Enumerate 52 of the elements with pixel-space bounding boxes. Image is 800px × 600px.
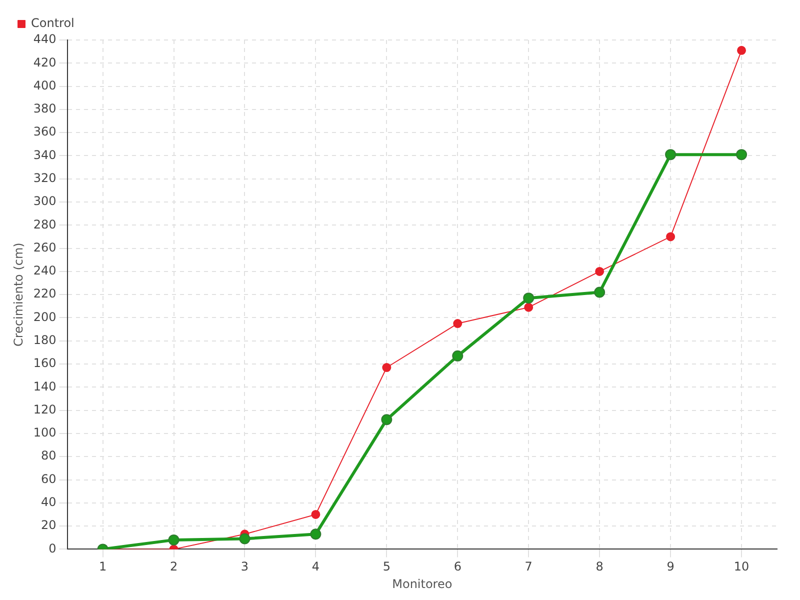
y-tick-label: 160 (33, 356, 56, 370)
point (736, 149, 748, 160)
y-tick-label: 0 (48, 541, 56, 556)
point (311, 510, 320, 519)
point (737, 46, 746, 55)
point (310, 528, 322, 540)
point (381, 414, 392, 426)
x-tick-label: 1 (98, 560, 107, 574)
y-tick-label: 120 (33, 402, 56, 416)
x-tick-label: 7 (524, 560, 532, 574)
y-tick-label: 280 (33, 217, 56, 232)
y-tick-label: 340 (33, 148, 56, 162)
y-tick-label: 360 (33, 124, 56, 139)
point (665, 149, 676, 160)
point (382, 363, 392, 372)
y-tick-label: 200 (33, 310, 56, 324)
y-tick-label: 180 (33, 333, 56, 348)
y-tick-label: 440 (33, 32, 56, 46)
point (453, 319, 462, 328)
y-tick-label: 220 (33, 286, 56, 301)
x-tick-label: 4 (312, 560, 320, 574)
y-tick-label: 380 (33, 102, 56, 116)
x-tick-label: 6 (454, 560, 462, 574)
y-tick-label: 60 (41, 472, 56, 486)
point (666, 232, 676, 242)
point (168, 534, 180, 546)
point (452, 350, 464, 362)
y-tick-label: 300 (33, 194, 56, 208)
y-tick-label: 420 (33, 55, 56, 70)
y-tick-label: 140 (33, 379, 56, 394)
x-tick-label: 8 (596, 560, 604, 574)
point (595, 266, 604, 276)
x-tick-label: 2 (170, 560, 178, 574)
y-tick-label: 40 (41, 495, 56, 510)
point (239, 533, 250, 544)
y-tick-label: 400 (33, 78, 56, 92)
x-tick-label: 3 (240, 560, 249, 574)
y-tick-label: 20 (41, 518, 56, 532)
point (524, 302, 534, 312)
y-tick-label: 320 (33, 171, 56, 185)
point (594, 286, 606, 298)
y-tick-label: 260 (33, 240, 56, 254)
point (523, 292, 534, 304)
x-tick-label: 10 (734, 560, 750, 574)
y-tick-label: 80 (41, 448, 56, 463)
x-tick-label: 9 (666, 560, 674, 574)
y-tick-label: 100 (33, 426, 56, 440)
y-axis-title: Crecimiento (cm) (11, 242, 26, 347)
legend-label: Control (31, 16, 74, 30)
x-axis-title: Monitoreo (392, 576, 452, 591)
x-tick-label: 5 (382, 560, 390, 574)
y-tick-label: 240 (33, 264, 56, 278)
